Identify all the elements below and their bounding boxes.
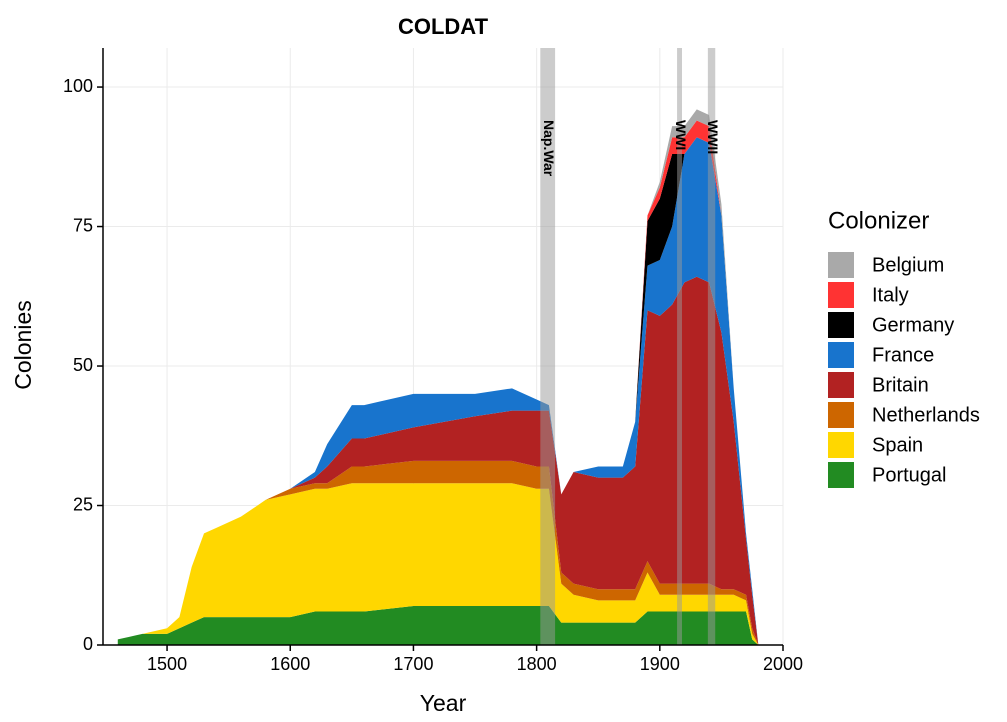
- legend-key: [828, 252, 854, 278]
- x-tick-label: 1600: [270, 654, 310, 674]
- area: [117, 460, 759, 645]
- x-tick-label: 2000: [763, 654, 803, 674]
- x-tick-label: 1800: [517, 654, 557, 674]
- legend-label: Belgium: [872, 254, 944, 276]
- y-tick-label: 50: [73, 355, 93, 375]
- legend-label: Netherlands: [872, 404, 980, 426]
- legend-key: [828, 312, 854, 338]
- legend-key: [828, 342, 854, 368]
- x-tick-label: 1500: [147, 654, 187, 674]
- x-tick-label: 1700: [393, 654, 433, 674]
- area: [117, 276, 759, 645]
- y-tick-label: 75: [73, 215, 93, 235]
- legend-label: Italy: [872, 284, 909, 306]
- area: [117, 483, 759, 645]
- legend-label: Germany: [872, 314, 954, 336]
- legend-key: [828, 432, 854, 458]
- legend-key: [828, 462, 854, 488]
- legend-key: [828, 282, 854, 308]
- war-label: Nap.War: [541, 120, 557, 177]
- y-tick-label: 0: [83, 634, 93, 654]
- chart-title: COLDAT: [398, 14, 489, 39]
- legend-key: [828, 372, 854, 398]
- war-label: WWII: [705, 120, 721, 154]
- y-tick-label: 100: [63, 76, 93, 96]
- war-band: [540, 48, 556, 645]
- war-label: WWI: [673, 120, 689, 150]
- legend-key: [828, 402, 854, 428]
- legend-title: Colonizer: [828, 207, 929, 234]
- legend-label: Britain: [872, 374, 929, 396]
- x-axis-label: Year: [420, 690, 467, 716]
- legend-label: Spain: [872, 434, 923, 456]
- area: [117, 137, 759, 645]
- legend-label: France: [872, 344, 934, 366]
- x-tick-label: 1900: [640, 654, 680, 674]
- area: [117, 605, 759, 645]
- war-band: [677, 48, 682, 645]
- legend-label: Portugal: [872, 464, 947, 486]
- y-tick-label: 25: [73, 494, 93, 514]
- y-axis-label: Colonies: [10, 300, 36, 390]
- war-band: [707, 48, 716, 645]
